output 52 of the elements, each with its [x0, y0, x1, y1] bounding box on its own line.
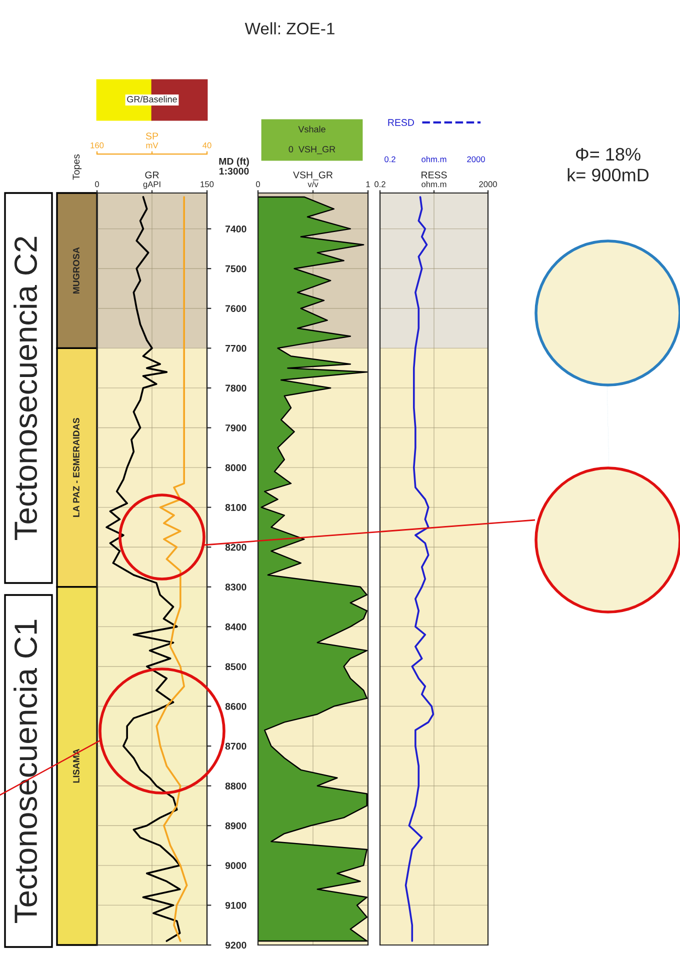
y-tick-label: 7600 — [225, 305, 246, 312]
y-tick-label: 7500 — [225, 265, 246, 272]
y-tick-label: 7800 — [225, 384, 246, 392]
y-tick-label: 9000 — [225, 862, 246, 870]
y-tick-label: 8000 — [225, 464, 246, 472]
chart-title: Well: ZOE-1 — [244, 22, 334, 34]
y-tick-label: 7900 — [225, 424, 246, 432]
x-tick-label: ohm.m — [422, 181, 446, 188]
x2-tick-label: mV — [146, 142, 158, 148]
x-axis-title: VSH_GR — [293, 172, 333, 180]
y-axis-title: MD (ft) — [219, 158, 249, 167]
text: ohm.m — [422, 156, 446, 162]
y-tick-label: 9200 — [225, 942, 246, 949]
text: Tectonosecuencia C2 — [14, 236, 38, 540]
y-tick-label: 8400 — [225, 623, 246, 630]
text: Topes — [72, 154, 82, 180]
text: Tectonosecuencia C1 — [14, 620, 38, 923]
y-tick-label: 8700 — [225, 742, 246, 750]
x-axis-title: GR — [145, 172, 159, 178]
band-label: MUGROSA — [73, 247, 80, 294]
x2-axis-title: SP — [146, 132, 158, 140]
x-tick-label: 0.2 — [374, 181, 386, 188]
y-tick-label: 8500 — [225, 663, 246, 670]
x-tick-label: 2000 — [479, 181, 497, 188]
y-tick-label: 7400 — [225, 226, 246, 232]
y-tick-label: 8100 — [225, 504, 246, 511]
y-tick-label: 8900 — [225, 822, 246, 830]
x2-tick-label: 160 — [90, 142, 104, 148]
x-tick-label: gAPI — [143, 181, 160, 189]
y-tick-label: 8800 — [225, 782, 246, 790]
y-tick-label: 8600 — [225, 703, 246, 710]
text: 2000 — [467, 156, 485, 162]
x-tick-label: 0 — [256, 181, 260, 188]
text: RESD — [388, 119, 414, 126]
band-label: LA PAZ - ESMERAIDAS — [73, 418, 80, 517]
y-tick-label: 8200 — [225, 544, 246, 551]
x-axis-title: RESS — [422, 172, 447, 178]
text: Φ= 18% k= 900mD — [568, 148, 649, 182]
text: 0 VSH_GR — [288, 146, 336, 154]
x-tick-label: 0 — [95, 181, 99, 188]
x2-tick-label: 40 — [202, 142, 212, 148]
text: 0.2 — [384, 156, 396, 162]
y-tick-label: 7700 — [225, 344, 246, 352]
text: Vshale — [298, 126, 326, 132]
x-tick-label: v/v — [308, 181, 318, 188]
text: 1:3000 — [219, 168, 249, 175]
y-tick-label: 8300 — [225, 584, 246, 591]
x-tick-label: 150 — [200, 181, 214, 188]
x-tick-label: 1 — [366, 181, 370, 188]
y-tick-label: 9100 — [225, 902, 246, 909]
band-label: LISAMA — [73, 748, 80, 783]
text: GR/Baseline — [127, 96, 177, 102]
